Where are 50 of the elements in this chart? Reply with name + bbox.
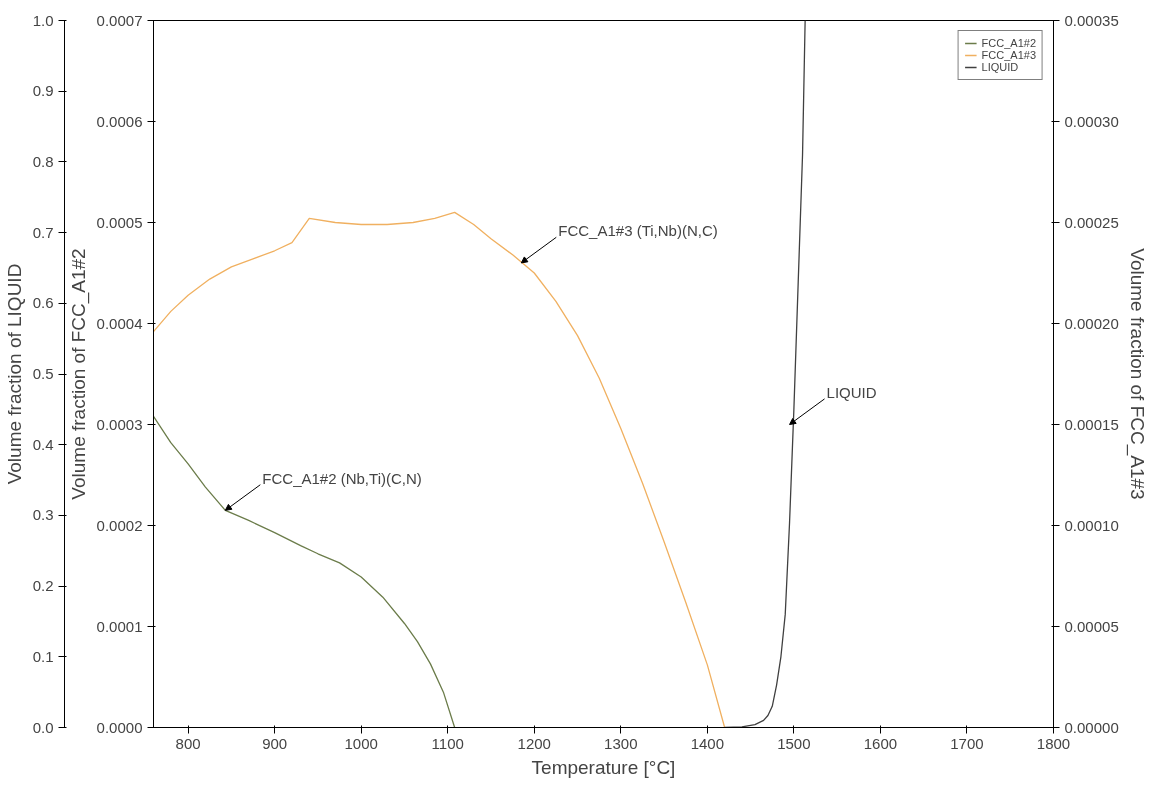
y3-tick-label: 0.9 <box>32 82 54 100</box>
x-tick-label: 1000 <box>344 734 378 752</box>
legend-label: LIQUID <box>981 61 1019 73</box>
y3-tick-label: 0.3 <box>32 506 54 524</box>
y2-tick-label: 0.00035 <box>1064 11 1119 29</box>
y-axis-title: Volume fraction of FCC_A1#2 <box>67 248 90 500</box>
y-tick-label: 0.0002 <box>96 516 143 534</box>
y3-axis-title: Volume fraction of LIQUID <box>3 263 25 485</box>
y3-tick-label: 0.7 <box>32 223 54 241</box>
y-tick-label: 0.0001 <box>96 617 143 635</box>
y2-axis-title: Volume fraction of FCC_A1#3 <box>1125 248 1148 500</box>
line-series <box>153 415 456 728</box>
y3-tick-label: 0.4 <box>32 435 54 453</box>
y3-tick-label: 0.8 <box>32 152 54 170</box>
y2-tick-label: 0.00030 <box>1064 112 1119 130</box>
annotation: FCC_A1#2 (Nb,Ti)(C,N) <box>262 469 422 487</box>
y2-tick-label: 0.00025 <box>1064 213 1119 231</box>
x-tick-label: 1700 <box>950 734 984 752</box>
y3-tick-label: 0.2 <box>32 577 54 595</box>
y2-tick-label: 0.00005 <box>1064 617 1119 635</box>
x-tick-label: 1300 <box>604 734 638 752</box>
y3-tick-label: 1.0 <box>32 11 54 29</box>
y-tick-label: 0.0007 <box>96 11 143 29</box>
y-tick-label: 0.0003 <box>96 415 143 433</box>
y3-tick-label: 0.5 <box>32 365 54 382</box>
y-tick-label: 0.0004 <box>96 314 143 332</box>
x-tick-label: 1400 <box>690 734 725 752</box>
x-axis-title: Temperature [°C] <box>531 756 676 778</box>
x-tick-label: 1100 <box>431 734 464 752</box>
y-tick-label: 0.0005 <box>96 213 143 231</box>
x-tick-label: 1600 <box>863 734 898 752</box>
y2-tick-label: 0.00010 <box>1064 516 1119 534</box>
annotation: FCC_A1#3 (Ti,Nb)(N,C) <box>558 222 718 240</box>
y-tick-label: 0.0000 <box>96 718 143 736</box>
x-tick-label: 800 <box>175 734 201 752</box>
x-tick-label: 1800 <box>1036 734 1071 752</box>
x-tick-label: 1200 <box>517 734 551 752</box>
annotation: LIQUID <box>826 383 877 401</box>
x-tick-label: 1500 <box>777 734 811 752</box>
y2-tick-label: 0.00000 <box>1064 718 1119 736</box>
line-series <box>153 211 726 728</box>
y2-tick-label: 0.00015 <box>1064 415 1119 433</box>
y3-tick-label: 0.1 <box>32 647 54 665</box>
y2-tick-label: 0.00020 <box>1064 314 1119 332</box>
y3-tick-label: 0.0 <box>32 718 54 736</box>
legend-label: FCC_A1#2 <box>981 37 1036 49</box>
y3-tick-label: 0.6 <box>32 294 54 312</box>
x-tick-label: 900 <box>262 734 288 752</box>
y-tick-label: 0.0006 <box>96 112 143 130</box>
legend-label: FCC_A1#3 <box>981 49 1036 61</box>
